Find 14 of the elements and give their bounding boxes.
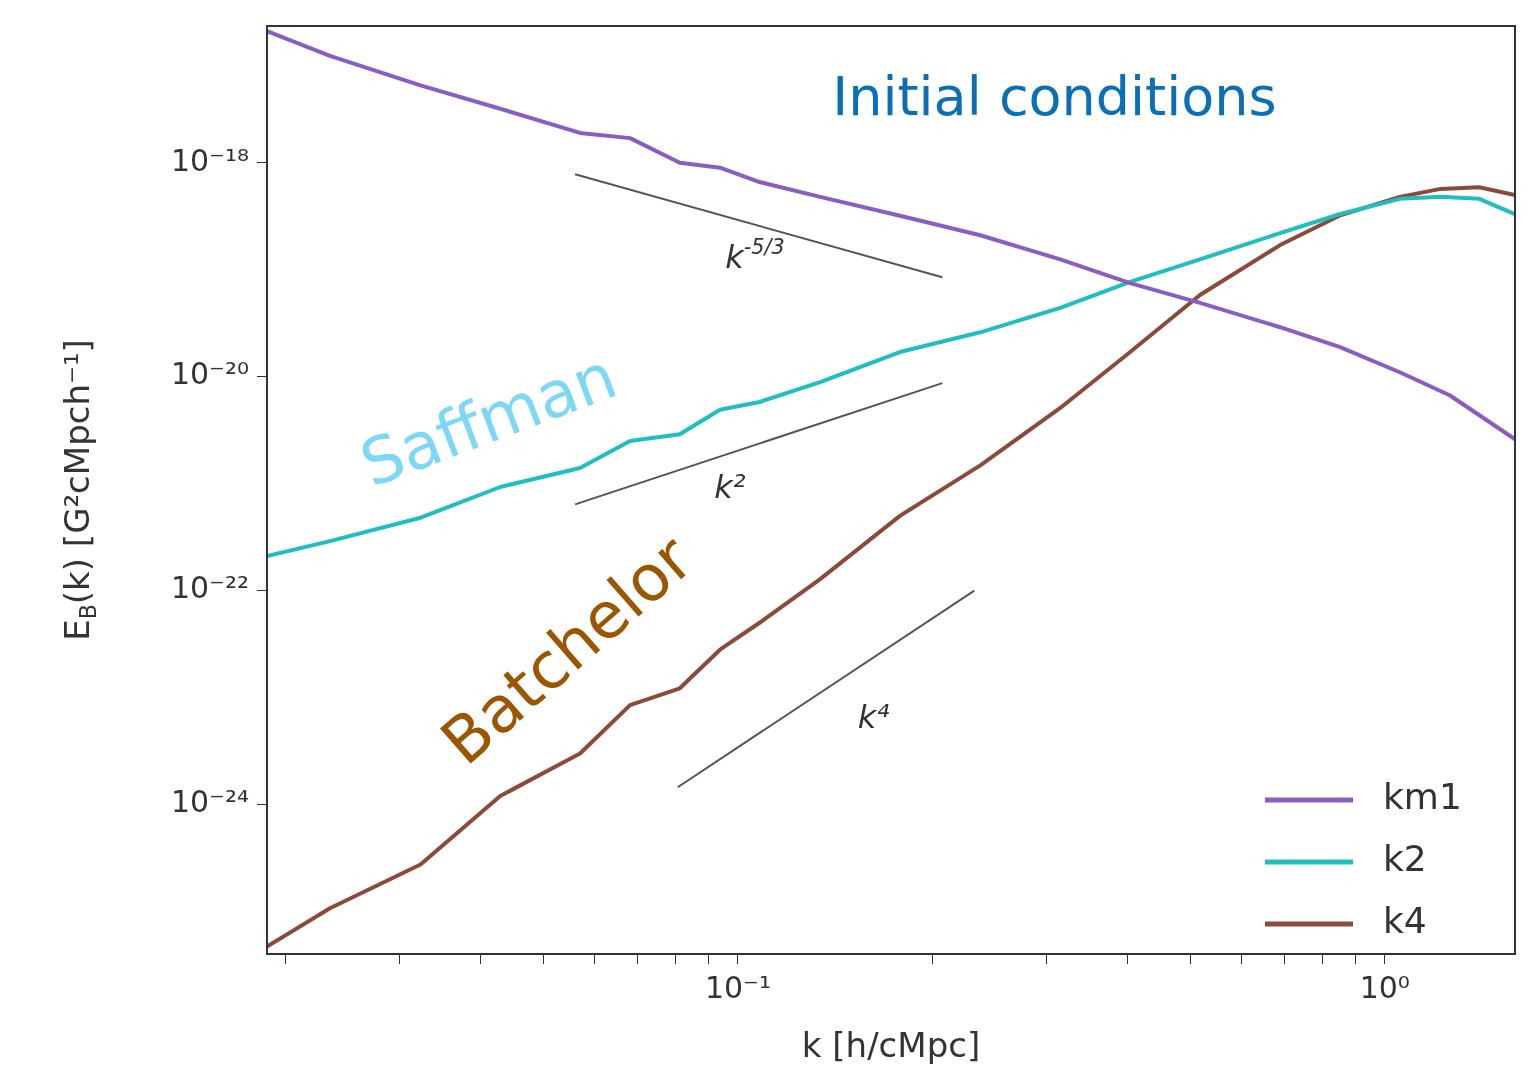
- x-tick-label: 10⁻¹: [704, 969, 771, 1005]
- y-tick-label: 10⁻²⁴: [170, 784, 249, 820]
- y-axis-title: EB(k) [G²cMpch⁻¹]: [56, 339, 101, 641]
- x-axis-title: k [h/cMpc]: [801, 1024, 981, 1065]
- legend-label: k2: [1383, 838, 1427, 880]
- y-tick-label: 10⁻²²: [170, 570, 249, 606]
- annotation: k⁴: [857, 698, 890, 737]
- y-tick-label: 10⁻²⁰: [170, 356, 249, 392]
- annotation: Initial conditions: [832, 65, 1277, 129]
- legend-label: km1: [1383, 776, 1462, 818]
- y-tick-label: 10⁻¹⁸: [170, 142, 249, 178]
- annotation: k²: [714, 468, 746, 507]
- legend-label: k4: [1383, 900, 1427, 942]
- x-tick-label: 10⁰: [1359, 969, 1410, 1005]
